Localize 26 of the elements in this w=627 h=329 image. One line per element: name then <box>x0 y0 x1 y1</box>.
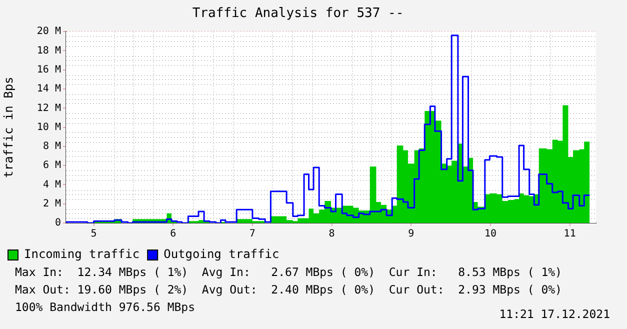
text: 11:21 17.12.2021 <box>499 306 610 321</box>
y-tick-label: 6 M <box>42 160 61 172</box>
x-tick-label: 7 <box>249 228 256 240</box>
y-tick-label: 12 M <box>36 102 61 114</box>
y-tick-label: 0 <box>54 218 61 229</box>
y-axis-title: traffic in Bps <box>1 76 16 178</box>
text: Max In: 12.34 MBps ( 1%) Avg In: 2.67 MBps ( 0%) Cur In: 8.53 MBps ( 1%) <box>15 264 562 279</box>
y-tick-label: 14 M <box>36 84 61 95</box>
x-tick-label: 6 <box>170 228 176 240</box>
y-tick-label: 18 M <box>36 45 61 56</box>
x-tick-label: 5 <box>90 228 97 240</box>
legend-label: Outgoing traffic <box>164 247 280 262</box>
text: Max Out: 19.60 MBps ( 2%) Avg Out: 2.40 MBps ( 0%) Cur Out: 2.93 MBps ( 0%) <box>15 282 562 296</box>
y-tick-label: 8 M <box>42 141 61 152</box>
chart-title: Traffic Analysis for 537 -- <box>192 6 404 22</box>
x-tick-label: 9 <box>408 228 414 240</box>
legend-label: Incoming traffic <box>24 247 140 262</box>
y-tick-label: 20 M <box>36 26 61 38</box>
text: 100% Bandwidth 976.56 MBps <box>15 300 196 314</box>
y-tick-label: 10 M <box>36 122 61 133</box>
x-tick-label: 10 <box>484 228 496 240</box>
x-tick-label: 8 <box>328 228 335 240</box>
y-tick-label: 4 M <box>42 179 61 190</box>
y-tick-label: 16 M <box>36 64 61 76</box>
y-tick-label: 2 M <box>42 198 61 210</box>
x-tick-label: 11 <box>564 228 576 240</box>
